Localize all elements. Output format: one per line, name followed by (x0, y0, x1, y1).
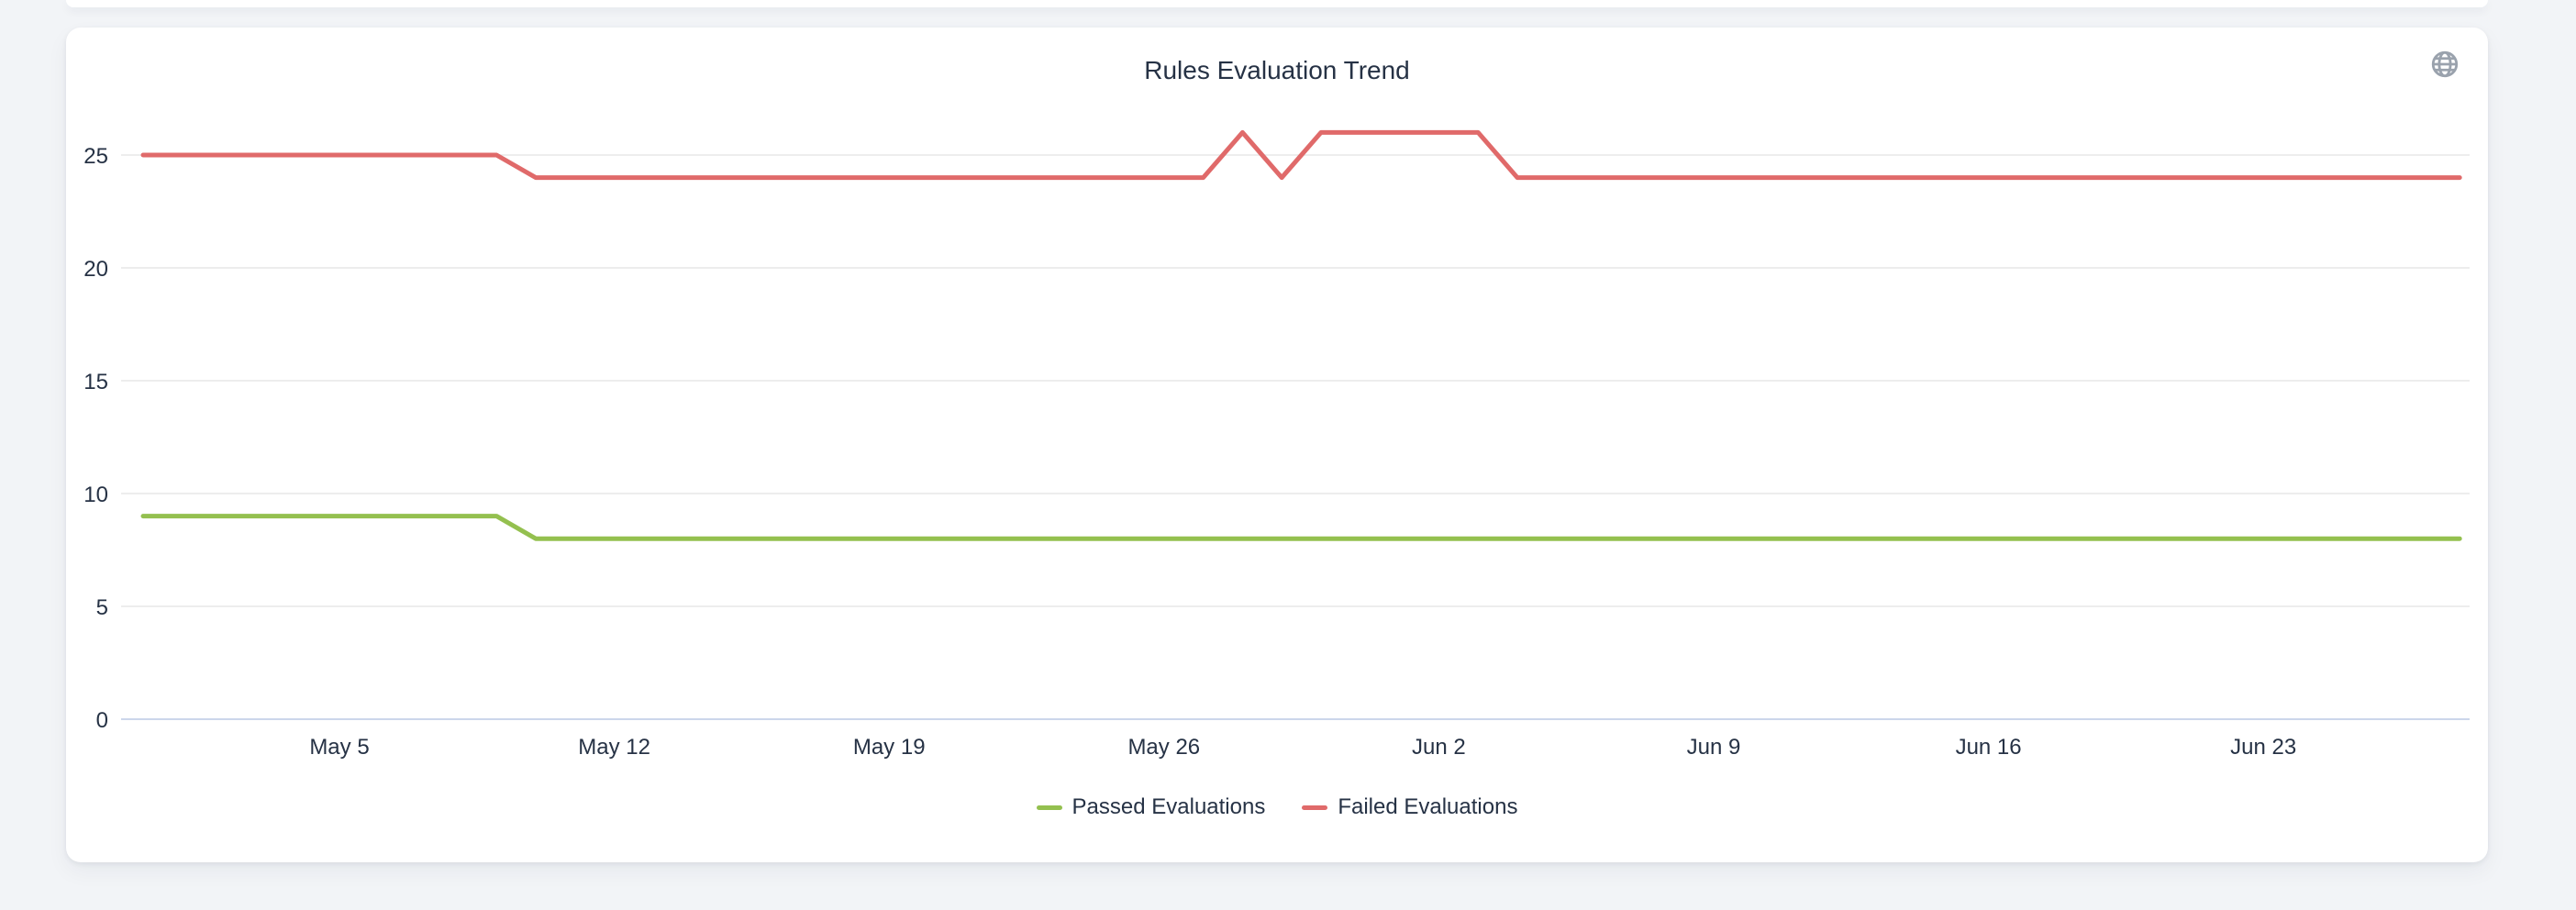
card-above-partial (66, 0, 2488, 7)
legend-marker-failed (1302, 805, 1328, 810)
legend-item-passed[interactable]: Passed Evaluations (1036, 794, 1266, 820)
x-axis-tick-label: Jun 16 (1956, 735, 2022, 760)
globe-icon-button[interactable] (2429, 49, 2460, 80)
x-axis-tick-label: May 12 (578, 735, 650, 760)
legend-marker-passed (1036, 805, 1062, 810)
x-axis-tick-label: Jun 9 (1687, 735, 1741, 760)
chart-legend: Passed Evaluations Failed Evaluations (66, 794, 2488, 820)
y-axis-tick-label: 10 (83, 483, 108, 507)
y-axis-tick-label: 5 (96, 595, 108, 620)
globe-icon (2429, 49, 2460, 80)
failed-evaluations-line (140, 129, 2462, 181)
trend-line-chart: 0 5 10 15 20 25 May 5 May 12 May 19 May 26 Jun 2 Ju… (83, 129, 2470, 760)
x-axis-tick-label: May 5 (309, 735, 369, 760)
rules-evaluation-trend-card: Rules Evaluation Trend 0 5 10 15 20 25 May 5 Ma… (66, 28, 2488, 862)
legend-item-failed[interactable]: Failed Evaluations (1302, 794, 1517, 820)
passed-evaluations-line (140, 514, 2462, 541)
x-axis-tick-label: May 26 (1127, 735, 1200, 760)
chart-title: Rules Evaluation Trend (1144, 56, 1410, 84)
y-axis-tick-label: 0 (96, 708, 108, 733)
x-axis-tick-label: Jun 2 (1412, 735, 1466, 760)
y-axis-tick-label: 20 (83, 257, 108, 282)
x-axis-tick-label: Jun 23 (2230, 735, 2296, 760)
x-axis-tick-label: May 19 (853, 735, 926, 760)
legend-label: Passed Evaluations (1071, 794, 1266, 819)
y-axis-tick-label: 15 (83, 370, 108, 394)
legend-label: Failed Evaluations (1338, 794, 1518, 819)
y-axis-tick-label: 25 (83, 144, 108, 169)
